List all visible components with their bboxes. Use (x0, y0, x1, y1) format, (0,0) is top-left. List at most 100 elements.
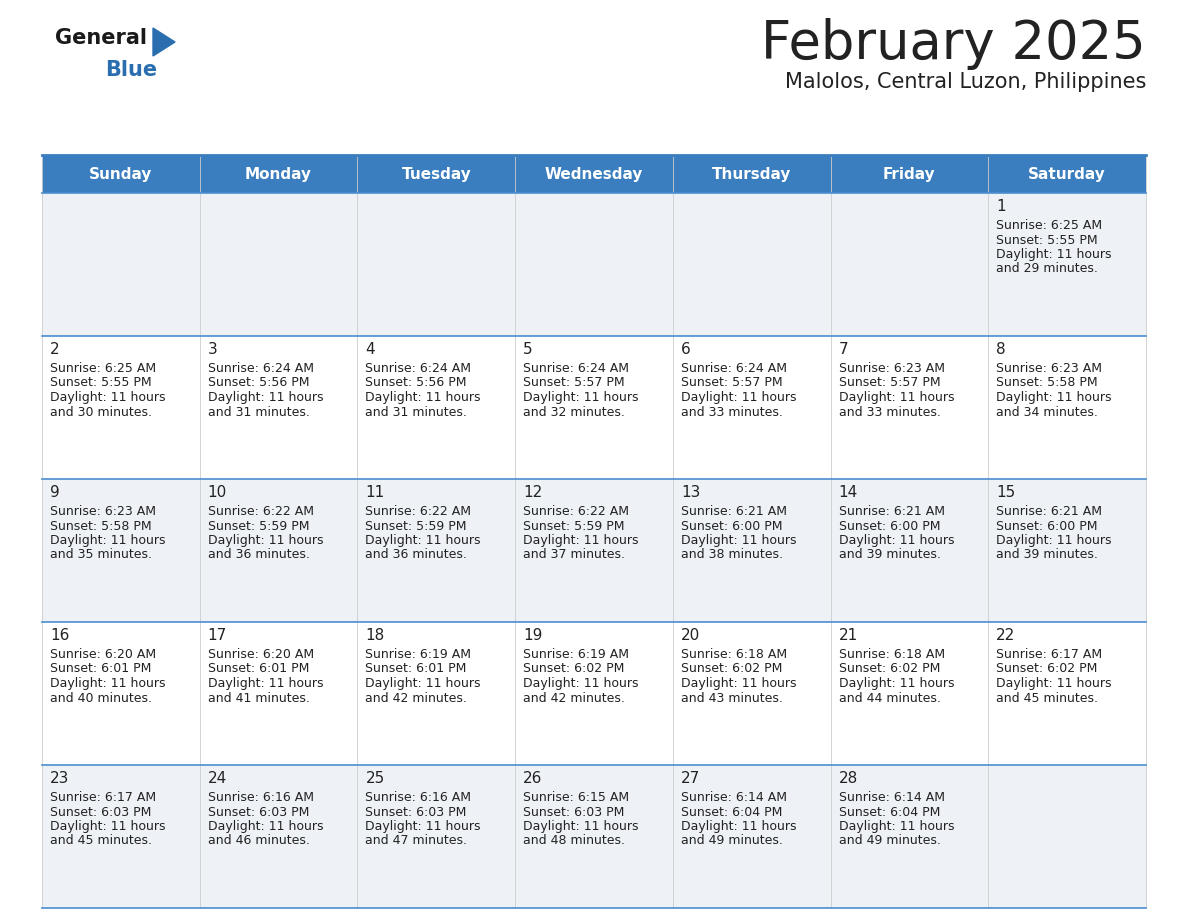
Text: Sunrise: 6:14 AM: Sunrise: 6:14 AM (839, 791, 944, 804)
Text: Sunrise: 6:22 AM: Sunrise: 6:22 AM (523, 505, 630, 518)
Text: 19: 19 (523, 628, 543, 643)
Text: Sunset: 5:57 PM: Sunset: 5:57 PM (681, 376, 783, 389)
Text: 20: 20 (681, 628, 700, 643)
Text: 28: 28 (839, 771, 858, 786)
Text: and 35 minutes.: and 35 minutes. (50, 548, 152, 562)
Text: Daylight: 11 hours: Daylight: 11 hours (839, 391, 954, 404)
Text: Sunrise: 6:24 AM: Sunrise: 6:24 AM (208, 362, 314, 375)
Text: Daylight: 11 hours: Daylight: 11 hours (681, 534, 796, 547)
Text: 8: 8 (997, 342, 1006, 357)
Text: 21: 21 (839, 628, 858, 643)
Text: and 45 minutes.: and 45 minutes. (50, 834, 152, 847)
Text: 9: 9 (50, 485, 59, 500)
Text: and 39 minutes.: and 39 minutes. (997, 548, 1098, 562)
Text: Daylight: 11 hours: Daylight: 11 hours (997, 534, 1112, 547)
Text: Sunrise: 6:20 AM: Sunrise: 6:20 AM (208, 648, 314, 661)
Text: 18: 18 (366, 628, 385, 643)
Text: and 36 minutes.: and 36 minutes. (208, 548, 310, 562)
Text: Sunday: Sunday (89, 166, 152, 182)
Text: 1: 1 (997, 199, 1006, 214)
Text: Sunrise: 6:18 AM: Sunrise: 6:18 AM (839, 648, 944, 661)
Text: 5: 5 (523, 342, 532, 357)
Text: Sunset: 5:58 PM: Sunset: 5:58 PM (50, 520, 152, 532)
Text: Daylight: 11 hours: Daylight: 11 hours (208, 534, 323, 547)
Text: Friday: Friday (883, 166, 936, 182)
Text: Sunrise: 6:23 AM: Sunrise: 6:23 AM (50, 505, 156, 518)
Polygon shape (153, 28, 175, 56)
Text: General: General (55, 28, 147, 48)
Text: Sunset: 6:01 PM: Sunset: 6:01 PM (366, 663, 467, 676)
Text: and 32 minutes.: and 32 minutes. (523, 406, 625, 419)
Bar (42, 622, 1146, 765)
Text: Daylight: 11 hours: Daylight: 11 hours (208, 820, 323, 833)
Text: and 46 minutes.: and 46 minutes. (208, 834, 310, 847)
Text: 22: 22 (997, 628, 1016, 643)
Text: Sunset: 5:55 PM: Sunset: 5:55 PM (50, 376, 152, 389)
Text: 25: 25 (366, 771, 385, 786)
Text: Sunset: 6:01 PM: Sunset: 6:01 PM (50, 663, 151, 676)
Text: Sunrise: 6:19 AM: Sunrise: 6:19 AM (366, 648, 472, 661)
Text: Sunset: 6:03 PM: Sunset: 6:03 PM (50, 805, 151, 819)
Text: and 48 minutes.: and 48 minutes. (523, 834, 625, 847)
Text: 26: 26 (523, 771, 543, 786)
Text: Malolos, Central Luzon, Philippines: Malolos, Central Luzon, Philippines (784, 72, 1146, 92)
Text: Daylight: 11 hours: Daylight: 11 hours (50, 534, 165, 547)
Bar (516, 155, 672, 193)
Text: Sunset: 6:02 PM: Sunset: 6:02 PM (681, 663, 782, 676)
Text: Sunset: 5:59 PM: Sunset: 5:59 PM (366, 520, 467, 532)
Text: and 43 minutes.: and 43 minutes. (681, 691, 783, 704)
Text: Sunrise: 6:14 AM: Sunrise: 6:14 AM (681, 791, 786, 804)
Text: Sunrise: 6:15 AM: Sunrise: 6:15 AM (523, 791, 630, 804)
Text: Sunrise: 6:23 AM: Sunrise: 6:23 AM (997, 362, 1102, 375)
Text: Sunset: 6:02 PM: Sunset: 6:02 PM (839, 663, 940, 676)
Text: Daylight: 11 hours: Daylight: 11 hours (523, 820, 639, 833)
Text: Sunrise: 6:18 AM: Sunrise: 6:18 AM (681, 648, 786, 661)
Text: Sunset: 6:03 PM: Sunset: 6:03 PM (208, 805, 309, 819)
Text: Sunset: 6:01 PM: Sunset: 6:01 PM (208, 663, 309, 676)
Text: Sunset: 5:56 PM: Sunset: 5:56 PM (208, 376, 309, 389)
Text: Daylight: 11 hours: Daylight: 11 hours (366, 391, 481, 404)
Text: Daylight: 11 hours: Daylight: 11 hours (839, 820, 954, 833)
Text: Daylight: 11 hours: Daylight: 11 hours (366, 534, 481, 547)
Text: 6: 6 (681, 342, 690, 357)
Text: Daylight: 11 hours: Daylight: 11 hours (50, 391, 165, 404)
Text: 3: 3 (208, 342, 217, 357)
Text: Sunset: 5:58 PM: Sunset: 5:58 PM (997, 376, 1098, 389)
Text: and 39 minutes.: and 39 minutes. (839, 548, 941, 562)
Text: Daylight: 11 hours: Daylight: 11 hours (50, 677, 165, 690)
Text: Sunrise: 6:20 AM: Sunrise: 6:20 AM (50, 648, 156, 661)
Text: and 33 minutes.: and 33 minutes. (681, 406, 783, 419)
Text: Sunrise: 6:24 AM: Sunrise: 6:24 AM (523, 362, 630, 375)
Text: Daylight: 11 hours: Daylight: 11 hours (208, 677, 323, 690)
Text: 24: 24 (208, 771, 227, 786)
Text: Thursday: Thursday (712, 166, 791, 182)
Text: Saturday: Saturday (1029, 166, 1106, 182)
Text: and 41 minutes.: and 41 minutes. (208, 691, 310, 704)
Text: Daylight: 11 hours: Daylight: 11 hours (997, 391, 1112, 404)
Text: Sunset: 5:55 PM: Sunset: 5:55 PM (997, 233, 1098, 247)
Text: Sunrise: 6:22 AM: Sunrise: 6:22 AM (366, 505, 472, 518)
Text: Sunset: 5:59 PM: Sunset: 5:59 PM (523, 520, 625, 532)
Text: Sunset: 5:59 PM: Sunset: 5:59 PM (208, 520, 309, 532)
Text: and 40 minutes.: and 40 minutes. (50, 691, 152, 704)
Text: and 49 minutes.: and 49 minutes. (681, 834, 783, 847)
Text: Daylight: 11 hours: Daylight: 11 hours (997, 677, 1112, 690)
Text: Sunset: 6:00 PM: Sunset: 6:00 PM (997, 520, 1098, 532)
Text: Daylight: 11 hours: Daylight: 11 hours (523, 534, 639, 547)
Text: Daylight: 11 hours: Daylight: 11 hours (681, 677, 796, 690)
Bar (830, 155, 988, 193)
Text: 13: 13 (681, 485, 700, 500)
Text: Sunset: 6:04 PM: Sunset: 6:04 PM (681, 805, 782, 819)
Text: Daylight: 11 hours: Daylight: 11 hours (839, 534, 954, 547)
Text: Daylight: 11 hours: Daylight: 11 hours (681, 391, 796, 404)
Text: Sunset: 6:02 PM: Sunset: 6:02 PM (997, 663, 1098, 676)
Text: Sunrise: 6:25 AM: Sunrise: 6:25 AM (997, 219, 1102, 232)
Text: and 47 minutes.: and 47 minutes. (366, 834, 467, 847)
Text: Daylight: 11 hours: Daylight: 11 hours (997, 248, 1112, 261)
Text: and 45 minutes.: and 45 minutes. (997, 691, 1098, 704)
Text: Sunset: 6:02 PM: Sunset: 6:02 PM (523, 663, 625, 676)
Text: and 42 minutes.: and 42 minutes. (523, 691, 625, 704)
Text: Sunrise: 6:24 AM: Sunrise: 6:24 AM (681, 362, 786, 375)
Text: 12: 12 (523, 485, 543, 500)
Text: Sunrise: 6:24 AM: Sunrise: 6:24 AM (366, 362, 472, 375)
